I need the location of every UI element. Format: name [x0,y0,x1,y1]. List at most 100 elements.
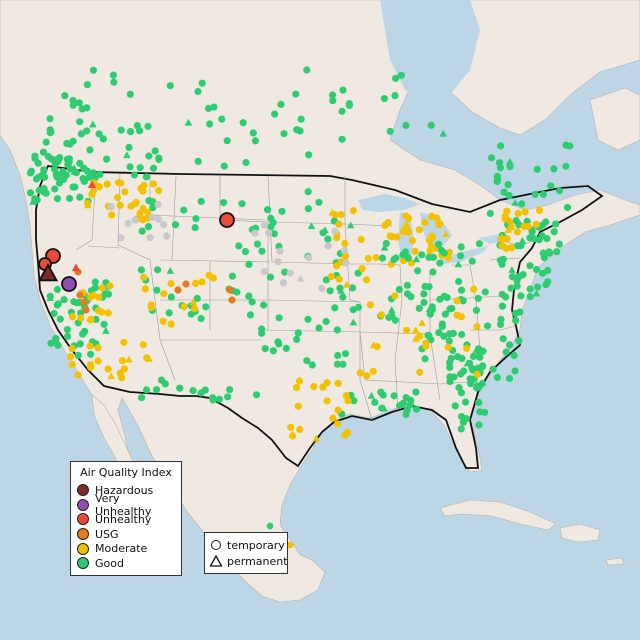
station-marker [512,316,520,325]
station-marker [499,335,507,343]
station-marker [334,420,342,428]
station-marker [443,293,451,302]
station-marker [502,293,510,301]
station-marker [26,189,35,197]
legend-item-unhealthy: Unhealthy [77,512,175,527]
station-marker [86,170,94,178]
station-marker [493,176,501,184]
station-marker [74,351,82,359]
station-marker [191,224,199,232]
station-marker [512,217,520,225]
station-marker [322,317,330,326]
station-marker [245,260,253,268]
station-marker [223,137,231,145]
station-marker [466,375,474,383]
station-marker [297,115,305,123]
station-marker [521,208,529,216]
station-marker [438,322,446,330]
station-marker [329,414,337,422]
station-marker [276,247,284,255]
station-marker [51,185,59,193]
station-marker [395,285,403,294]
station-marker [86,146,94,154]
station-marker [371,398,379,406]
station-marker [53,195,62,203]
legend-item-usg: USG [77,527,175,542]
legend-label: Very Unhealthy [95,491,152,518]
station-marker [95,293,103,301]
station-marker [457,370,465,378]
state-lines [75,171,541,421]
station-marker [258,329,266,337]
station-marker [218,115,226,123]
station-marker [473,323,481,331]
station-marker [155,155,163,164]
station-marker [412,255,421,263]
station-marker [198,79,206,87]
station-marker [407,293,415,301]
station-marker [315,198,323,206]
station-marker [496,164,504,172]
station-marker [151,147,159,155]
legend-item-moderate: Moderate [77,541,175,556]
station-marker [116,369,124,377]
station-marker [167,293,175,301]
station-marker [139,341,147,349]
station-marker [421,218,429,226]
hispaniola [559,523,601,543]
station-marker [455,384,463,392]
station-marker [160,290,168,298]
station-marker [296,425,304,433]
station-marker [266,273,275,281]
station-marker [358,265,366,273]
station-marker [363,276,371,284]
station-marker [346,221,355,229]
station-marker [80,298,88,306]
station-marker [226,286,234,294]
station-marker [318,284,326,292]
station-marker [103,180,111,188]
station-marker [77,130,85,138]
station-marker [292,383,301,392]
station-marker [562,141,570,149]
station-marker [349,318,358,326]
station-marker [79,330,87,338]
station-marker [293,126,301,134]
station-marker [533,165,541,173]
station-marker [506,163,514,171]
station-marker [44,152,52,161]
station-marker [26,169,34,177]
station-marker [275,340,283,348]
station-marker [210,103,218,111]
station-marker [269,219,277,227]
station-marker [334,351,342,360]
station-marker [531,190,539,198]
legend-label: permanent [227,554,288,568]
station-marker [206,120,214,128]
station-marker [83,201,92,209]
station-marker [473,370,481,378]
station-marker [544,278,552,286]
station-marker [506,157,514,165]
legend-item-very-unhealthy: Very Unhealthy [77,492,175,518]
station-marker [94,357,102,365]
station-marker [51,160,59,168]
station-marker [552,220,560,228]
station-marker [140,181,148,189]
station-marker [457,425,465,433]
station-marker [141,285,149,293]
station-marker [397,71,405,79]
station-marker [277,100,285,108]
station-marker [70,167,79,175]
station-marker [457,413,466,421]
station-marker [148,198,157,206]
station-marker [83,81,91,89]
station-marker [235,242,243,250]
station-marker [418,319,426,326]
station-marker [205,271,213,279]
station-marker [33,196,41,204]
station-marker [339,293,347,301]
station-marker [331,211,339,219]
station-marker [328,91,337,99]
station-marker [47,339,55,347]
